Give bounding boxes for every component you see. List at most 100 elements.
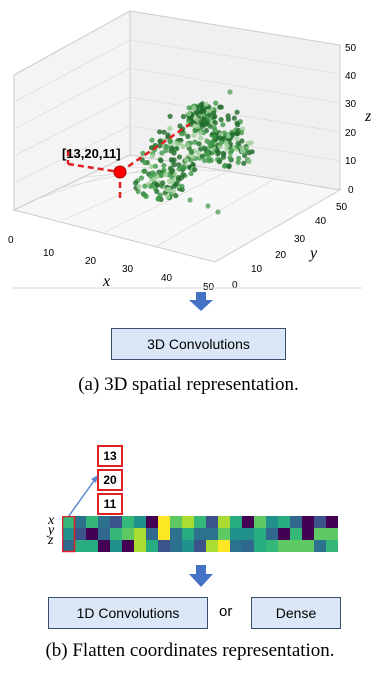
scatter-point <box>167 138 173 144</box>
scatter-point <box>192 139 198 145</box>
scatter-point <box>236 155 242 161</box>
scatter-point <box>212 127 218 133</box>
scatter-point <box>180 143 186 149</box>
scatter-point <box>163 171 169 178</box>
heatmap-cell <box>74 540 86 552</box>
heatmap-cell <box>230 528 242 540</box>
scatter-point <box>234 143 240 150</box>
heatmap-cell <box>266 516 278 528</box>
scatter-point <box>167 125 173 132</box>
heatmap-cell <box>122 528 134 540</box>
heatmap-cell <box>254 540 266 552</box>
scatter-point <box>220 122 226 128</box>
scatter-point <box>157 192 163 198</box>
heatmap-cell <box>206 540 218 552</box>
heatmap-cell <box>74 516 86 528</box>
scatter-point <box>239 145 245 151</box>
heatmap-cell <box>194 516 206 528</box>
scatter-point <box>227 89 233 95</box>
heatmap-cell <box>158 516 170 528</box>
scatter-point <box>191 105 197 111</box>
y-axis-ticks: 0 10 20 30 40 50 <box>232 202 348 290</box>
scatter-point <box>204 120 210 126</box>
heatmap-cell <box>326 540 338 552</box>
heatmap-cell <box>122 540 134 552</box>
scatter-point <box>149 153 155 159</box>
scatter-point <box>198 119 204 125</box>
scatter-point <box>205 203 211 209</box>
z-tick: 20 <box>345 128 357 139</box>
or-connector-text: or <box>219 603 233 620</box>
scatter-point <box>231 115 237 121</box>
floor-pane <box>12 154 342 263</box>
heatmap-cell <box>74 528 86 540</box>
scatter-point <box>202 157 208 164</box>
scatter-point <box>142 192 148 198</box>
scatter-point <box>142 160 148 166</box>
scatter-point <box>216 159 222 165</box>
scatter-point <box>217 104 223 110</box>
heatmap-cell <box>62 540 74 552</box>
heatmap-cell <box>242 516 254 528</box>
heatmap-cell <box>194 528 206 540</box>
heatmap-cell <box>254 528 266 540</box>
scatter-point <box>235 131 241 137</box>
heatmap-cell <box>230 540 242 552</box>
row-label-x: x <box>48 513 55 528</box>
z-tick: 10 <box>345 156 357 167</box>
caption-a: (a) 3D spatial representation. <box>78 374 299 395</box>
scatter-point <box>174 141 180 147</box>
heatmap-cell <box>122 516 134 528</box>
scatter-point <box>212 113 218 120</box>
heatmap-cell <box>182 516 194 528</box>
connector-arrowhead-icon <box>91 475 98 483</box>
scatter-point <box>173 193 179 199</box>
scatter-point <box>133 180 139 186</box>
scatter-point <box>161 129 167 135</box>
scatter-point <box>176 162 182 168</box>
scatter-point <box>224 143 230 149</box>
scatter-point <box>220 154 227 160</box>
heatmap-cell <box>182 540 194 552</box>
heatmap-cell <box>302 540 314 552</box>
heatmap-cell <box>278 516 290 528</box>
scatter-point <box>239 138 245 144</box>
z-axis-label: z <box>364 108 372 125</box>
heatmap-cell <box>134 528 146 540</box>
scatter-point <box>204 152 210 158</box>
scatter-point <box>176 177 182 183</box>
first-column-highlight <box>62 516 76 553</box>
y-tick: 20 <box>275 250 287 261</box>
scatter-point <box>142 183 148 189</box>
point-cloud <box>133 89 255 215</box>
scatter-point <box>248 140 254 146</box>
down-arrow-icon <box>189 292 213 311</box>
heatmap-cell <box>290 528 302 540</box>
scatter-point <box>198 135 204 141</box>
heatmap-cell <box>266 528 278 540</box>
heatmap-cell <box>110 528 122 540</box>
scatter-point <box>154 188 160 195</box>
scatter-point <box>194 123 201 129</box>
heatmap-cell <box>302 516 314 528</box>
x-tick: 30 <box>122 264 134 275</box>
heatmap-cell <box>218 528 230 540</box>
heatmap-cell <box>242 540 254 552</box>
heatmap-cell <box>242 528 254 540</box>
scatter-point <box>148 173 154 179</box>
top-arrow-area <box>12 287 362 311</box>
scatter-point <box>136 184 142 190</box>
scatter-point <box>218 117 224 123</box>
coordinate-x-cell: 13 <box>97 445 123 467</box>
scatter-point <box>197 130 203 136</box>
heatmap-cell <box>110 516 122 528</box>
heatmap-cell <box>86 516 98 528</box>
scatter-point <box>161 167 167 173</box>
scatter-point <box>207 143 213 149</box>
heatmap-cell <box>326 516 338 528</box>
scatter-point <box>138 175 145 181</box>
scatter-point <box>242 152 248 158</box>
scatter-point <box>159 172 165 178</box>
heatmap-cell <box>98 540 110 552</box>
scatter-point <box>206 155 212 162</box>
